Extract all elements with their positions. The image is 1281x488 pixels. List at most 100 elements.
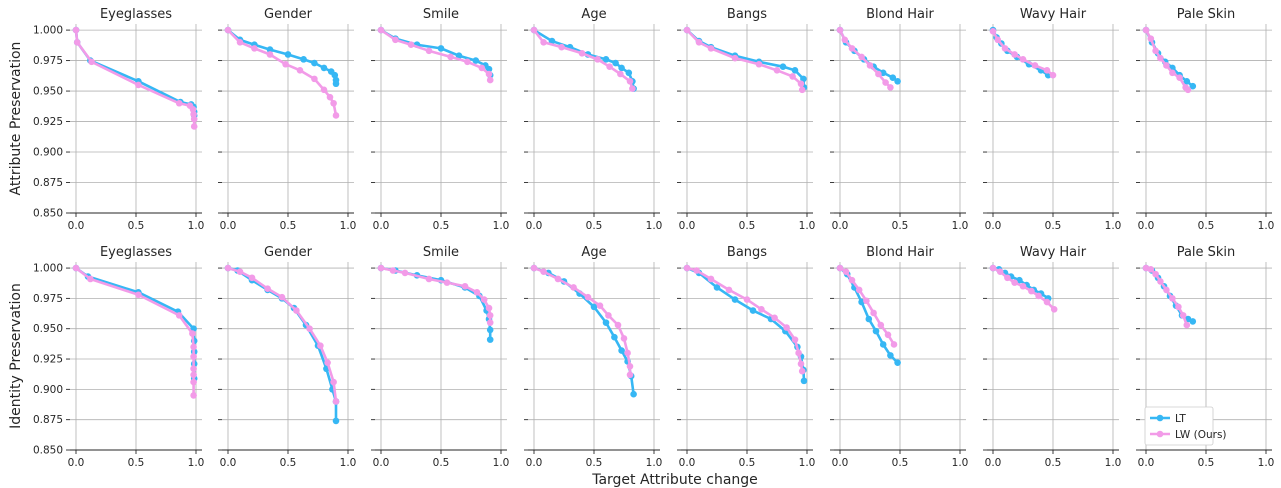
data-point-lw [866, 62, 874, 69]
data-point-lw [743, 296, 751, 303]
data-point-lw [841, 36, 849, 44]
x-tick-label: 0.0 [220, 220, 237, 232]
series-line-lt [838, 28, 899, 83]
data-point-lw [236, 38, 244, 46]
data-point-lw [190, 392, 197, 399]
legend-marker [1156, 414, 1164, 422]
panel-title: Wavy Hair [1020, 245, 1087, 260]
data-point-lw [1004, 274, 1011, 282]
data-point-lw [296, 67, 304, 74]
data-point-lw [994, 36, 1002, 44]
data-point-lt [889, 74, 897, 81]
data-point-lw [377, 26, 385, 34]
data-point-lw [1043, 298, 1051, 306]
y-tick-label: 1.000 [33, 25, 63, 37]
panel-title: Gender [264, 7, 313, 22]
data-point-lw [443, 279, 451, 286]
data-point-lw [324, 359, 331, 366]
data-point-lw [389, 267, 397, 274]
data-point-lw [836, 264, 844, 272]
panel-title: Bangs [727, 7, 767, 22]
panel-r2-4: 0.0 0.5 1.0 Age [524, 245, 662, 469]
data-point-lw [1157, 54, 1164, 62]
data-point-lt [612, 59, 619, 67]
data-point-lt [486, 326, 494, 334]
data-point-lw [1019, 282, 1027, 290]
data-point-lw [540, 268, 547, 276]
data-point-lw [251, 45, 258, 52]
panel-title: Pale Skin [1177, 245, 1236, 260]
panel-r2-7: 0.0 0.5 1.0 Wavy Hair [983, 245, 1121, 469]
data-point-lw [626, 371, 634, 379]
data-point-lw [282, 60, 289, 68]
data-point-lw [870, 309, 877, 317]
data-point-lt [486, 336, 494, 343]
x-tick-label: 0.0 [220, 457, 237, 469]
data-point-lw [1157, 278, 1164, 285]
x-tick-label: 0.5 [280, 220, 297, 232]
data-point-lw [486, 312, 494, 319]
data-point-lw [848, 45, 856, 52]
x-tick-label: 0.5 [128, 220, 145, 232]
data-point-lw [311, 75, 318, 83]
data-point-lw [190, 371, 197, 379]
data-point-lw [1011, 51, 1018, 58]
data-point-lw [617, 70, 624, 78]
data-point-lt [872, 327, 880, 335]
data-point-lw [877, 321, 885, 329]
data-point-lw [485, 70, 493, 78]
x-tick-label: 1.0 [188, 220, 205, 232]
panel-r1-5: 0.0 0.5 1.0 Bangs [677, 7, 815, 232]
panel-r1-8: 0.0 0.5 1.0 Pale Skin [1136, 7, 1274, 232]
data-point-lw [989, 28, 997, 35]
data-point-lw [725, 286, 733, 294]
x-tick-label: 0.5 [739, 220, 756, 232]
y-tick-label: 0.900 [33, 147, 63, 159]
series-line-lt [838, 266, 899, 364]
data-point-lt [618, 347, 625, 354]
data-point-lw [461, 282, 469, 290]
series-line-lw [74, 28, 196, 128]
data-point-lw [558, 43, 565, 51]
y-tick-label: 0.925 [33, 116, 63, 128]
panel-title: Wavy Hair [1020, 7, 1087, 22]
data-point-lw [863, 297, 870, 305]
series-line-lt [74, 266, 196, 380]
data-point-lw [1147, 265, 1155, 273]
x-tick-label: 1.0 [1105, 220, 1122, 232]
data-point-lw [266, 51, 274, 58]
data-point-lw [1011, 279, 1018, 286]
data-point-lw [190, 343, 197, 351]
y-tick-label: 0.900 [33, 384, 63, 396]
data-point-lw [1152, 270, 1159, 278]
data-point-lw [486, 76, 494, 84]
panel-r1-1: 0.0 0.5 1.0 0.850 0.875 0.900 0.925 0.950 0.975 1… [33, 7, 204, 232]
data-point-lw [1163, 62, 1170, 69]
x-tick-label: 0.0 [526, 457, 543, 469]
data-point-lw [731, 54, 739, 62]
data-point-lw [1183, 321, 1191, 329]
panel-r1-7: 0.0 0.5 1.0 Wavy Hair [983, 7, 1121, 232]
data-point-lw [326, 93, 334, 101]
x-tick-label: 1.0 [493, 457, 510, 469]
data-point-lw [855, 286, 863, 294]
data-point-lw [189, 106, 197, 113]
x-tick-label: 0.5 [1198, 457, 1215, 469]
data-point-lw [175, 99, 183, 107]
data-point-lt [1189, 82, 1197, 90]
data-point-lw [377, 264, 385, 272]
x-tick-label: 1.0 [1105, 457, 1122, 469]
data-point-lw [293, 307, 300, 314]
panel-r1-6: 0.0 0.5 1.0 Blond Hair [830, 7, 968, 232]
data-point-lt [437, 45, 445, 52]
x-tick-label: 1.0 [799, 220, 816, 232]
data-point-lw [332, 398, 340, 405]
data-point-lw [1152, 47, 1159, 55]
data-point-lt [311, 59, 318, 67]
data-point-lw [1028, 287, 1035, 295]
data-point-lw [485, 304, 493, 312]
x-tick-label: 0.5 [128, 457, 145, 469]
data-point-lw [530, 26, 538, 34]
data-point-lw [842, 268, 850, 276]
y-tick-label: 0.850 [33, 208, 63, 220]
